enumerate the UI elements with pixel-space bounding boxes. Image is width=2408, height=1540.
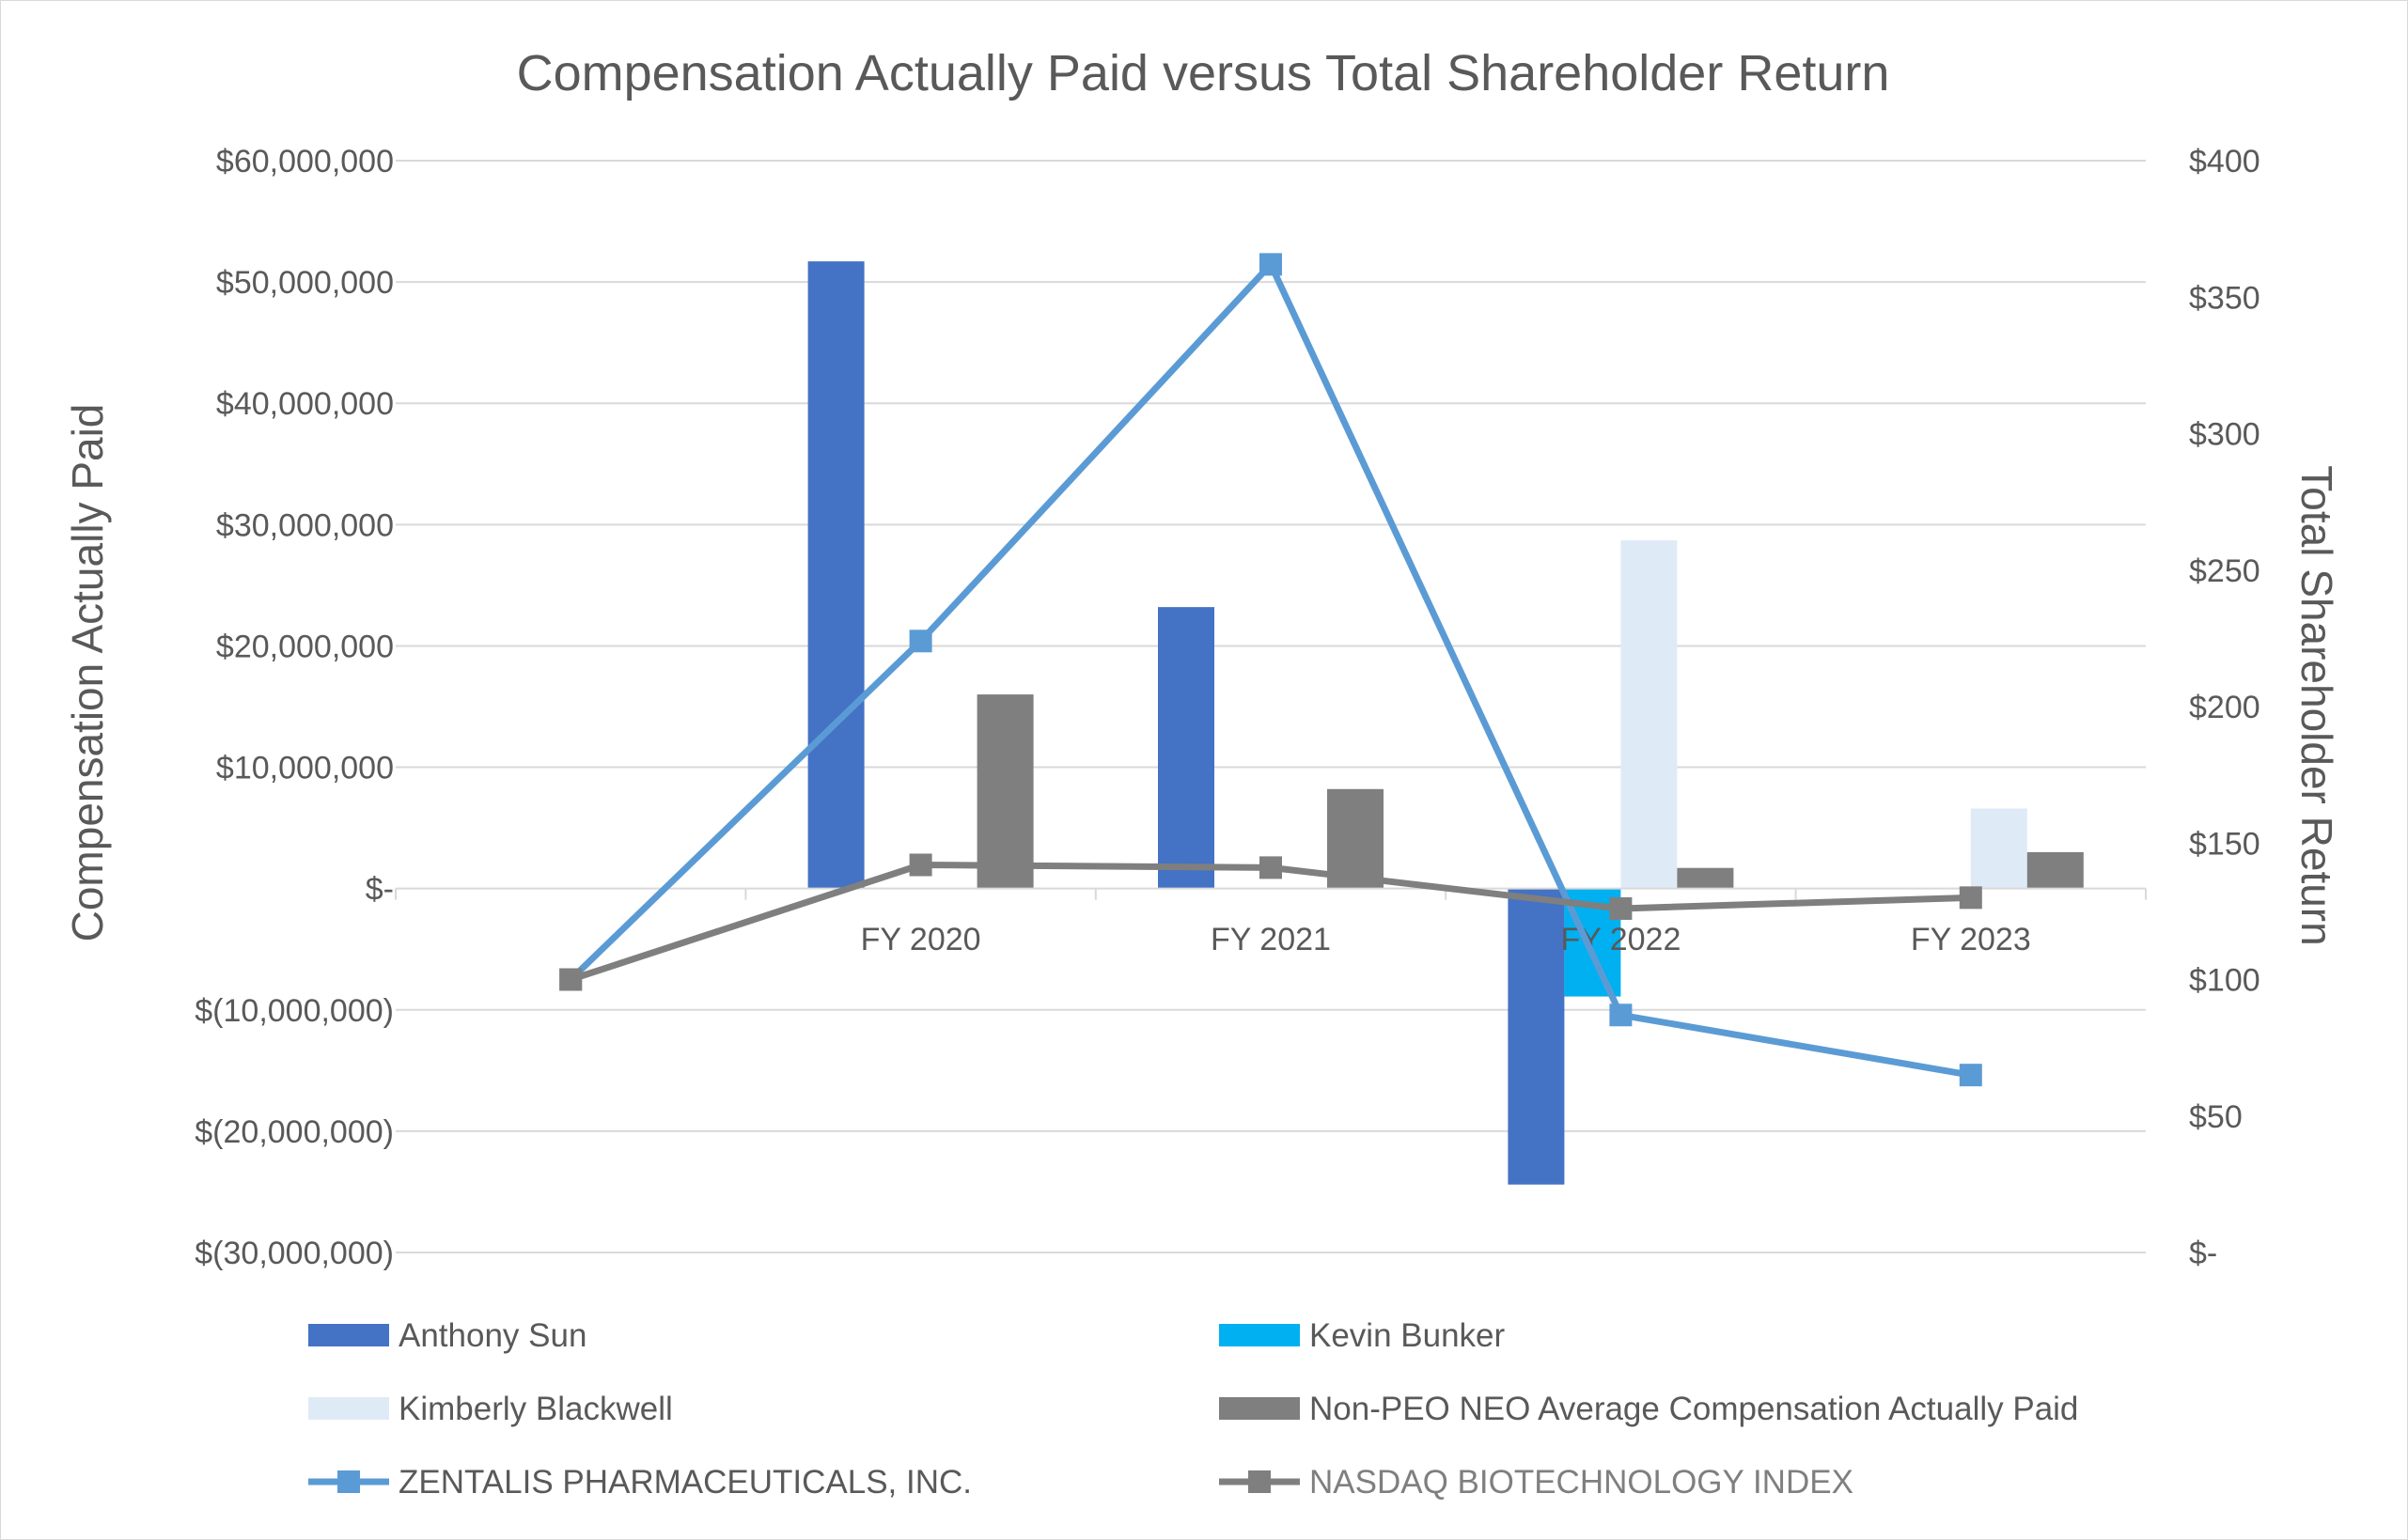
right-tick-label: $250 xyxy=(2189,553,2260,589)
legend-swatch-marker xyxy=(337,1470,360,1493)
right-tick-label: $300 xyxy=(2189,417,2260,453)
legend-item-non-peo-neo-average-compensation-actually-paid: Non-PEO NEO Average Compensation Actuall… xyxy=(1219,1391,2078,1427)
legend-label: ZENTALIS PHARMACEUTICALS, INC. xyxy=(399,1464,972,1501)
legend-item-zentalis-pharmaceuticals-inc: ZENTALIS PHARMACEUTICALS, INC. xyxy=(308,1464,972,1501)
legend-item-anthony-sun: Anthony Sun xyxy=(308,1317,586,1354)
left-tick-label: $(10,000,000) xyxy=(195,993,394,1029)
legend-label: Kevin Bunker xyxy=(1309,1317,1506,1354)
category-label: FY 2021 xyxy=(1211,922,1331,957)
right-axis-ticks: $400 $350 $300 $250 $200 $150 $100 $50 $- xyxy=(2189,144,2260,1271)
left-tick-label: $- xyxy=(366,872,394,908)
bar-anthony-sun xyxy=(1158,607,1214,889)
point-nasdaq-biotechnology-index xyxy=(1959,886,1982,910)
category-axis-ticks xyxy=(395,888,2147,900)
point-nasdaq-biotechnology-index xyxy=(909,853,932,877)
left-tick-label: $50,000,000 xyxy=(216,265,394,301)
legend: Anthony Sun Kevin Bunker Kimberly Blackwel… xyxy=(308,1317,2078,1501)
line-marks xyxy=(559,253,1982,1087)
legend-item-kimberly-blackwell: Kimberly Blackwell xyxy=(308,1391,673,1427)
bar-non-peo-neo-average-compensation-actually-paid xyxy=(2026,851,2084,889)
category-label: FY 2023 xyxy=(1911,922,2031,957)
legend-label: Kimberly Blackwell xyxy=(399,1391,673,1427)
bar-non-peo-neo-average-compensation-actually-paid xyxy=(1677,867,1734,889)
left-axis-ticks: $60,000,000 $50,000,000 $40,000,000 $30,000… xyxy=(195,144,394,1271)
right-tick-label: $150 xyxy=(2189,826,2260,862)
point-nasdaq-biotechnology-index xyxy=(559,968,583,991)
left-tick-label: $30,000,000 xyxy=(216,507,394,543)
bar-marks xyxy=(807,261,2084,1185)
left-axis-title: Compensation Actually Paid xyxy=(63,404,112,942)
legend-swatch xyxy=(308,1324,389,1346)
left-tick-label: $20,000,000 xyxy=(216,629,394,664)
bar-kimberly-blackwell xyxy=(1620,540,1678,889)
legend-item-nasdaq-biotechnology-index: NASDAQ BIOTECHNOLOGY INDEX xyxy=(1219,1464,1853,1501)
gridlines xyxy=(396,160,2146,1253)
bar-anthony-sun xyxy=(807,261,865,889)
legend-label: NASDAQ BIOTECHNOLOGY INDEX xyxy=(1309,1464,1853,1501)
bar-non-peo-neo-average-compensation-actually-paid xyxy=(977,694,1034,889)
legend-swatch xyxy=(308,1397,389,1420)
point-zentalis-pharmaceuticals-inc xyxy=(1959,1064,1982,1087)
point-zentalis-pharmaceuticals-inc xyxy=(1609,1003,1633,1027)
right-tick-label: $350 xyxy=(2189,280,2260,316)
left-tick-label: $(30,000,000) xyxy=(195,1236,394,1271)
bar-non-peo-neo-average-compensation-actually-paid xyxy=(1327,788,1384,889)
right-axis-title: Total Shareholder Return xyxy=(2292,465,2341,945)
point-zentalis-pharmaceuticals-inc xyxy=(1259,253,1282,276)
bar-anthony-sun xyxy=(1508,888,1565,1185)
right-tick-label: $200 xyxy=(2189,690,2260,725)
legend-label: Non-PEO NEO Average Compensation Actuall… xyxy=(1309,1391,2078,1427)
right-tick-label: $- xyxy=(2189,1236,2217,1271)
legend-swatch xyxy=(1219,1324,1300,1346)
point-nasdaq-biotechnology-index xyxy=(1609,896,1633,920)
category-labels: FY 2020 FY 2021 FY 2022 FY 2023 xyxy=(861,922,2031,957)
left-tick-label: $10,000,000 xyxy=(216,751,394,786)
left-tick-label: $60,000,000 xyxy=(216,144,394,179)
right-tick-label: $400 xyxy=(2189,144,2260,179)
point-zentalis-pharmaceuticals-inc xyxy=(909,630,932,653)
chart-title: Compensation Actually Paid versus Total … xyxy=(517,45,1890,101)
right-tick-label: $100 xyxy=(2189,963,2260,999)
legend-item-kevin-bunker: Kevin Bunker xyxy=(1219,1317,1506,1354)
legend-swatch-marker xyxy=(1248,1470,1271,1493)
category-label: FY 2020 xyxy=(861,922,981,957)
left-tick-label: $40,000,000 xyxy=(216,386,394,422)
left-tick-label: $(20,000,000) xyxy=(195,1114,394,1150)
legend-swatch xyxy=(1219,1397,1300,1420)
right-tick-label: $50 xyxy=(2189,1099,2243,1135)
point-nasdaq-biotechnology-index xyxy=(1259,856,1282,879)
bar-kimberly-blackwell xyxy=(1970,808,2027,889)
legend-label: Anthony Sun xyxy=(399,1317,586,1354)
